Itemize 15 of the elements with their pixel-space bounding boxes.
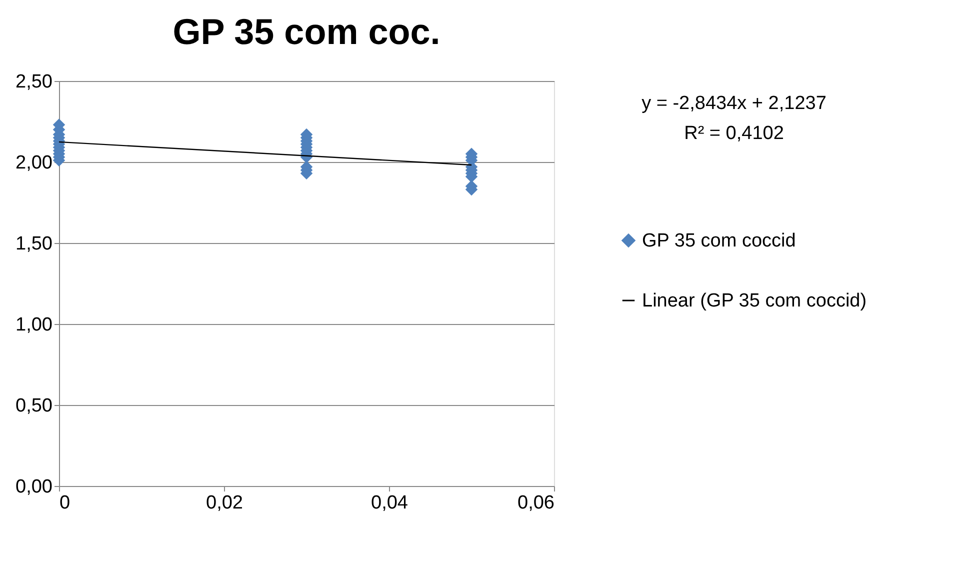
y-tick-label: 2,00 xyxy=(16,152,52,174)
x-tick-label: 0 xyxy=(60,492,70,514)
y-tick-label: 1,50 xyxy=(16,234,52,254)
y-tick-label: 2,50 xyxy=(16,72,52,92)
y-tick-label: 0,50 xyxy=(16,396,52,416)
y-tick-label: 1,00 xyxy=(16,314,52,336)
y-tick-label: 0,00 xyxy=(16,476,52,498)
x-tick-label: 0,06 xyxy=(518,492,554,514)
text: R² = 0,4102 xyxy=(684,123,784,144)
x-tick-label: 0,04 xyxy=(371,492,408,514)
text: y = -2,8434x + 2,1237 xyxy=(642,93,826,114)
x-tick-label: 0,02 xyxy=(206,492,243,514)
legend-label: Linear (GP 35 com coccid) xyxy=(642,290,867,312)
chart-title: GP 35 com coc. xyxy=(172,11,440,52)
legend-label: GP 35 com coccid xyxy=(642,230,796,252)
